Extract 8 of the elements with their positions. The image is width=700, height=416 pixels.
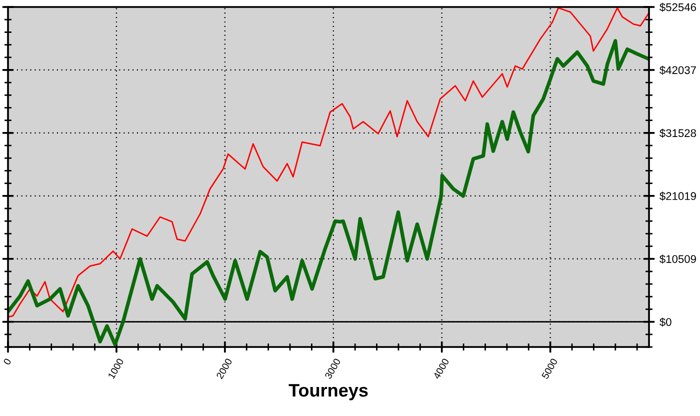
y-tick-label: $10509 <box>660 254 696 264</box>
y-tick-label: $31528 <box>660 128 696 138</box>
y-tick-label: $21019 <box>660 192 696 201</box>
y-tick-label: $0 <box>660 318 672 327</box>
x-axis-title: Tourneys <box>288 384 368 400</box>
y-tick-label: $42037 <box>660 66 696 75</box>
y-tick-label: $52546 <box>660 2 696 12</box>
x-tick-label: 0 <box>3 358 12 366</box>
